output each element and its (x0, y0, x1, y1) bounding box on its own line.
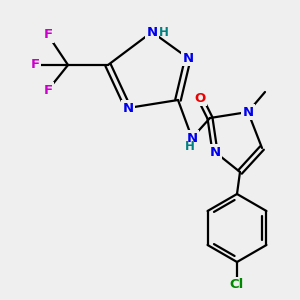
Text: Cl: Cl (230, 278, 244, 292)
Text: N: N (182, 52, 194, 64)
Text: F: F (44, 28, 52, 41)
Text: N: N (122, 101, 134, 115)
Text: N: N (242, 106, 253, 118)
Text: H: H (185, 140, 195, 154)
Text: F: F (44, 83, 52, 97)
Text: N: N (209, 146, 220, 158)
Text: N: N (186, 131, 198, 145)
Text: H: H (159, 26, 169, 40)
Text: N: N (146, 26, 158, 38)
Text: O: O (194, 92, 206, 104)
Text: F: F (30, 58, 40, 71)
